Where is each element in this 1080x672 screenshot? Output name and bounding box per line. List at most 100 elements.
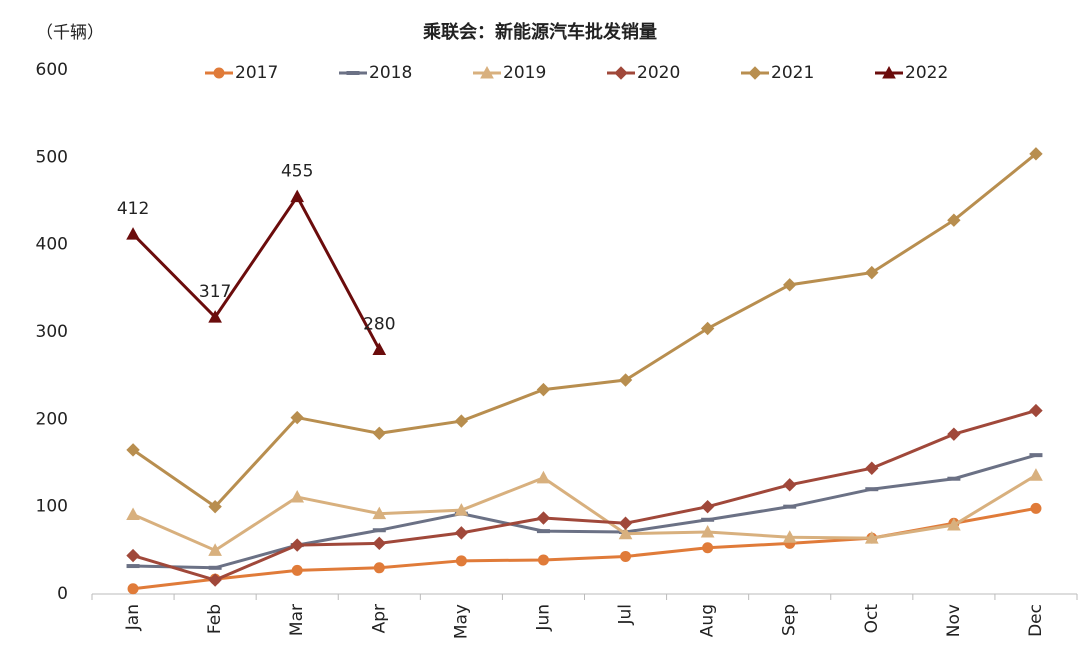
legend-label: 2017 xyxy=(235,63,278,83)
data-point xyxy=(618,516,633,530)
x-tick-label: Sep xyxy=(780,604,800,636)
data-point xyxy=(536,382,551,397)
x-tick-label: Mar xyxy=(287,604,307,636)
legend-marker xyxy=(480,65,494,79)
x-tick-label: Jun xyxy=(533,604,553,632)
data-point xyxy=(372,426,386,441)
data-point xyxy=(865,265,879,280)
data-point xyxy=(865,487,879,492)
data-point xyxy=(208,573,222,587)
data-point xyxy=(126,227,140,240)
data-point xyxy=(290,410,304,425)
data-point xyxy=(455,555,467,567)
x-tick-label: Dec xyxy=(1026,604,1046,637)
data-point xyxy=(290,490,305,503)
data-point xyxy=(783,278,797,292)
data-point xyxy=(454,526,469,540)
data-point xyxy=(865,461,879,475)
x-tick-label: Oct xyxy=(862,604,882,634)
x-tick-label: Apr xyxy=(369,604,389,633)
data-point xyxy=(372,342,387,355)
data-point xyxy=(290,538,304,552)
y-axis-label: （千辆） xyxy=(36,23,104,43)
y-tick-label: 400 xyxy=(36,235,68,255)
data-point xyxy=(372,528,386,533)
legend-label: 2021 xyxy=(771,63,814,83)
legend-marker xyxy=(882,65,896,79)
data-point xyxy=(700,499,715,514)
series-line xyxy=(133,453,1037,570)
data-point xyxy=(372,506,387,520)
data-point xyxy=(700,321,715,336)
data-point xyxy=(290,189,305,203)
data-point xyxy=(454,414,469,428)
data-point xyxy=(864,531,879,544)
data-label: 280 xyxy=(363,314,395,334)
data-point xyxy=(372,536,386,551)
x-tick-label: Nov xyxy=(944,604,964,637)
data-label: 317 xyxy=(199,282,231,302)
data-point xyxy=(126,443,140,457)
y-tick-label: 200 xyxy=(36,409,68,429)
data-point xyxy=(454,503,469,516)
legend-marker xyxy=(614,66,628,80)
data-point xyxy=(537,554,549,566)
data-point xyxy=(947,213,961,227)
data-point xyxy=(208,310,222,323)
data-point xyxy=(947,427,961,441)
data-point xyxy=(208,565,222,570)
data-point xyxy=(1029,403,1043,418)
data-point xyxy=(536,529,550,534)
data-point xyxy=(373,562,385,574)
data-label: 412 xyxy=(117,199,149,219)
legend-label: 2019 xyxy=(503,63,546,83)
data-point xyxy=(783,504,797,509)
series-line xyxy=(132,152,1037,509)
y-tick-label: 500 xyxy=(36,147,68,167)
data-point xyxy=(126,548,140,563)
y-tick-label: 600 xyxy=(36,60,68,80)
data-point xyxy=(126,564,140,569)
y-tick-label: 0 xyxy=(57,584,68,604)
data-point xyxy=(127,583,139,595)
data-point xyxy=(208,499,222,514)
data-point xyxy=(782,530,797,543)
legend-marker xyxy=(346,71,360,75)
x-tick-label: May xyxy=(451,604,471,639)
legend-label: 2022 xyxy=(905,63,948,83)
series-line xyxy=(131,193,381,351)
series-line xyxy=(132,473,1037,553)
data-point xyxy=(1029,468,1043,481)
x-tick-label: Jan xyxy=(123,604,143,631)
data-point xyxy=(702,542,714,554)
legend-marker xyxy=(748,66,762,80)
data-point xyxy=(947,517,961,531)
legend-label: 2018 xyxy=(369,63,412,83)
legend-marker xyxy=(213,67,225,79)
data-point xyxy=(1029,147,1043,161)
data-point xyxy=(1029,453,1043,458)
y-tick-label: 300 xyxy=(36,322,68,342)
data-point xyxy=(126,507,140,521)
data-point xyxy=(1030,502,1042,514)
legend-label: 2020 xyxy=(637,63,680,83)
chart-title: 乘联会：新能源汽车批发销量 xyxy=(422,21,657,43)
data-point xyxy=(618,526,633,540)
x-tick-label: Feb xyxy=(205,604,225,634)
data-point xyxy=(536,470,551,484)
data-point xyxy=(620,550,632,562)
data-point xyxy=(783,478,797,492)
data-label: 455 xyxy=(281,162,313,182)
x-tick-label: Aug xyxy=(698,604,718,637)
data-point xyxy=(208,543,222,556)
series-line xyxy=(132,409,1037,582)
data-point xyxy=(618,373,633,387)
data-point xyxy=(700,524,715,538)
data-point xyxy=(701,517,715,522)
data-point xyxy=(536,511,551,525)
x-tick-label: Jul xyxy=(616,604,636,626)
y-tick-label: 100 xyxy=(36,497,68,517)
data-point xyxy=(947,476,961,481)
data-point xyxy=(291,564,303,576)
